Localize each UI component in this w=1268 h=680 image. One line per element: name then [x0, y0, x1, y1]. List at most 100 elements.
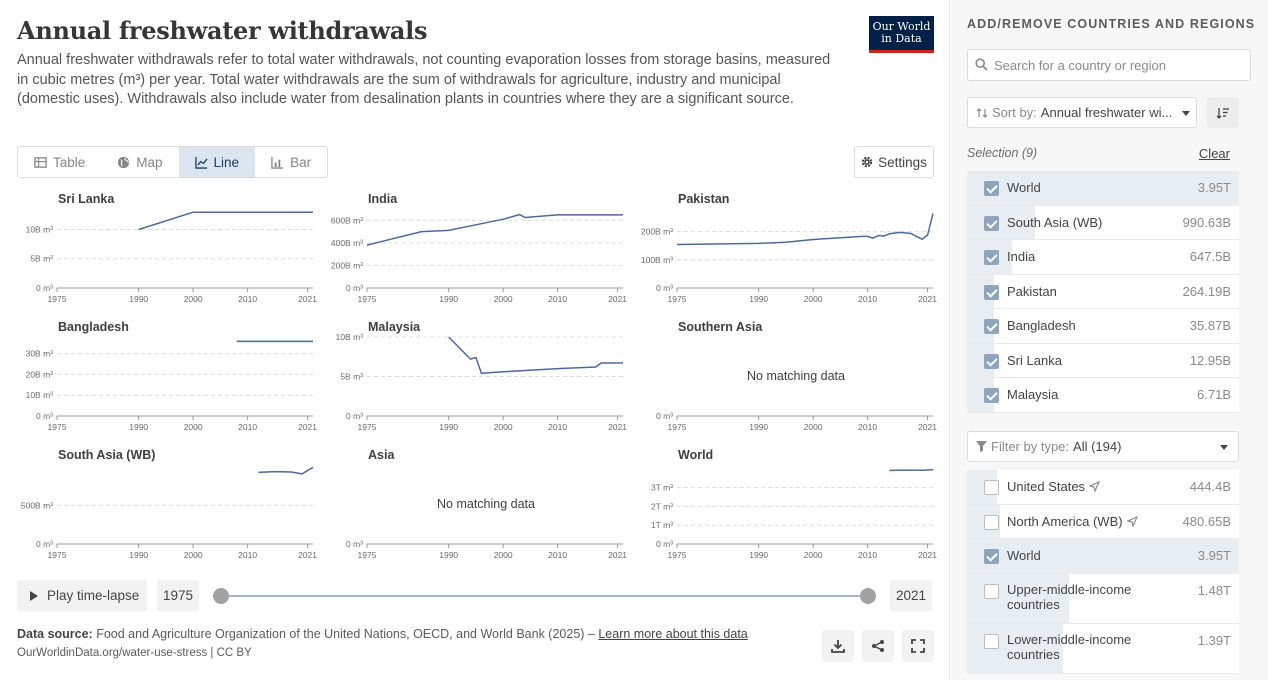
- owid-logo[interactable]: Our World in Data: [869, 16, 934, 53]
- entity-checkbox[interactable]: [984, 633, 999, 649]
- search-icon: [975, 58, 988, 71]
- x-tick-label: 2000: [494, 294, 513, 304]
- entity-value: 647.5B: [1189, 249, 1231, 264]
- table-icon: [34, 156, 47, 168]
- clear-selection-button[interactable]: Clear: [1198, 146, 1230, 161]
- sort-descending-icon: [1216, 107, 1229, 119]
- sort-dropdown[interactable]: Sort by: Annual freshwater wi...: [967, 97, 1197, 128]
- download-button[interactable]: [822, 630, 854, 662]
- entity-value: 6.71B: [1197, 387, 1231, 402]
- entity-name: World: [1007, 548, 1041, 563]
- panel-title: Bangladesh: [58, 320, 129, 334]
- play-timelapse-button[interactable]: Play time-lapse: [17, 580, 147, 611]
- download-icon: [831, 640, 845, 653]
- entity-checkbox[interactable]: [984, 250, 999, 265]
- search-input[interactable]: [967, 49, 1251, 81]
- panel-title: Sri Lanka: [58, 192, 115, 206]
- small-multiples-chart: Sri Lanka 0 m³ 5B m³ 10B m³ 1975 1990 2000 2010…: [21, 192, 937, 560]
- x-tick-label: 2021: [608, 294, 627, 304]
- entity-row[interactable]: Bangladesh 35.87B: [967, 309, 1239, 344]
- x-tick-label: 1990: [129, 550, 148, 560]
- entity-checkbox[interactable]: [984, 514, 999, 530]
- end-year[interactable]: 2021: [890, 580, 932, 611]
- y-tick-label: 5B m³: [340, 372, 363, 382]
- entity-row[interactable]: India 647.5B: [967, 240, 1239, 275]
- start-year[interactable]: 1975: [157, 580, 199, 611]
- entity-row[interactable]: World 3.95T: [967, 539, 1239, 574]
- entity-row[interactable]: North America (WB) 480.65B: [967, 504, 1239, 539]
- entity-checkbox[interactable]: [984, 215, 999, 231]
- page-subtitle: Annual freshwater withdrawals refer to t…: [17, 52, 831, 107]
- entity-row[interactable]: South Asia (WB) 990.63B: [967, 205, 1239, 240]
- x-tick-label: 2010: [548, 294, 567, 304]
- entity-checkbox[interactable]: [984, 388, 999, 403]
- tab-table[interactable]: Table: [18, 147, 101, 177]
- tab-label: Bar: [290, 154, 312, 170]
- entity-checkbox[interactable]: [984, 480, 999, 495]
- entity-checkbox[interactable]: [984, 319, 999, 334]
- x-tick-label: 2010: [858, 422, 877, 432]
- panel-title: Southern Asia: [678, 320, 763, 334]
- y-tick-label: 0 m³: [346, 539, 363, 549]
- y-tick-label: 0 m³: [656, 539, 673, 549]
- selection-count: Selection (9): [967, 146, 1038, 160]
- share-button[interactable]: [862, 630, 894, 662]
- tab-line[interactable]: Line: [178, 147, 256, 177]
- location-arrow-icon: [1089, 481, 1101, 492]
- timeline-track[interactable]: [221, 595, 868, 597]
- filter-icon: [976, 441, 987, 452]
- sort-label: Sort by:: [992, 105, 1037, 120]
- settings-button[interactable]: Settings: [854, 146, 934, 178]
- entity-row[interactable]: Pakistan 264.19B: [967, 274, 1239, 309]
- start-handle[interactable]: [213, 588, 229, 604]
- x-tick-label: 2000: [804, 550, 823, 560]
- entity-checkbox[interactable]: [984, 549, 999, 564]
- y-tick-label: 30B m³: [26, 349, 54, 359]
- chevron-down-icon: [1182, 111, 1190, 116]
- x-tick-label: 2021: [918, 422, 937, 432]
- entity-value: 12.95B: [1189, 352, 1231, 368]
- panel-title: India: [368, 192, 398, 206]
- y-tick-label: 10B m³: [336, 332, 364, 342]
- x-tick-label: 1975: [48, 550, 67, 560]
- entity-value: 444.4B: [1189, 479, 1231, 494]
- y-tick-label: 400B m³: [331, 238, 363, 248]
- x-tick-label: 2000: [804, 422, 823, 432]
- entity-value: 3.95T: [1197, 548, 1231, 563]
- y-tick-label: 0 m³: [346, 283, 363, 293]
- tab-map[interactable]: Map: [101, 147, 178, 177]
- series-line: [258, 466, 314, 475]
- entity-row[interactable]: Sri Lanka 12.95B: [967, 343, 1239, 378]
- share-bar: [967, 539, 1239, 573]
- source-text: Food and Agriculture Organization of the…: [96, 627, 595, 641]
- end-handle[interactable]: [860, 588, 876, 604]
- entity-row[interactable]: Upper-middle-income countries 1.48T: [967, 573, 1239, 624]
- x-tick-label: 1975: [48, 422, 67, 432]
- tab-bar[interactable]: Bar: [255, 147, 327, 177]
- chart-url[interactable]: OurWorldinData.org/water-use-stress | CC…: [17, 647, 252, 659]
- x-tick-label: 2010: [238, 422, 257, 432]
- x-tick-label: 2000: [494, 550, 513, 560]
- entity-row[interactable]: United States 444.4B: [967, 470, 1239, 505]
- filter-dropdown[interactable]: Filter by type: All (194): [967, 431, 1239, 462]
- learn-more-link[interactable]: Learn more about this data: [598, 627, 748, 641]
- expand-icon: [911, 639, 925, 653]
- timeline: Play time-lapse 1975 2021: [17, 580, 934, 612]
- entity-row[interactable]: Malaysia 6.71B: [967, 378, 1239, 413]
- panel-title: Malaysia: [368, 320, 421, 334]
- entity-checkbox[interactable]: [984, 181, 999, 196]
- panel-title: Pakistan: [678, 192, 729, 206]
- entity-checkbox[interactable]: [984, 583, 999, 599]
- entity-checkbox[interactable]: [984, 284, 999, 300]
- series-line: [889, 468, 934, 472]
- sort-direction-button[interactable]: [1207, 97, 1239, 128]
- gear-icon: [861, 156, 873, 168]
- y-tick-label: 2T m³: [651, 501, 673, 511]
- entity-row[interactable]: World 3.95T: [967, 171, 1239, 206]
- fullscreen-button[interactable]: [902, 630, 934, 662]
- entity-row[interactable]: Lower-middle-income countries 1.39T: [967, 623, 1239, 674]
- entity-checkbox[interactable]: [984, 353, 999, 369]
- x-tick-label: 2021: [298, 422, 317, 432]
- x-tick-label: 2021: [918, 550, 937, 560]
- y-tick-label: 200B m³: [641, 227, 673, 237]
